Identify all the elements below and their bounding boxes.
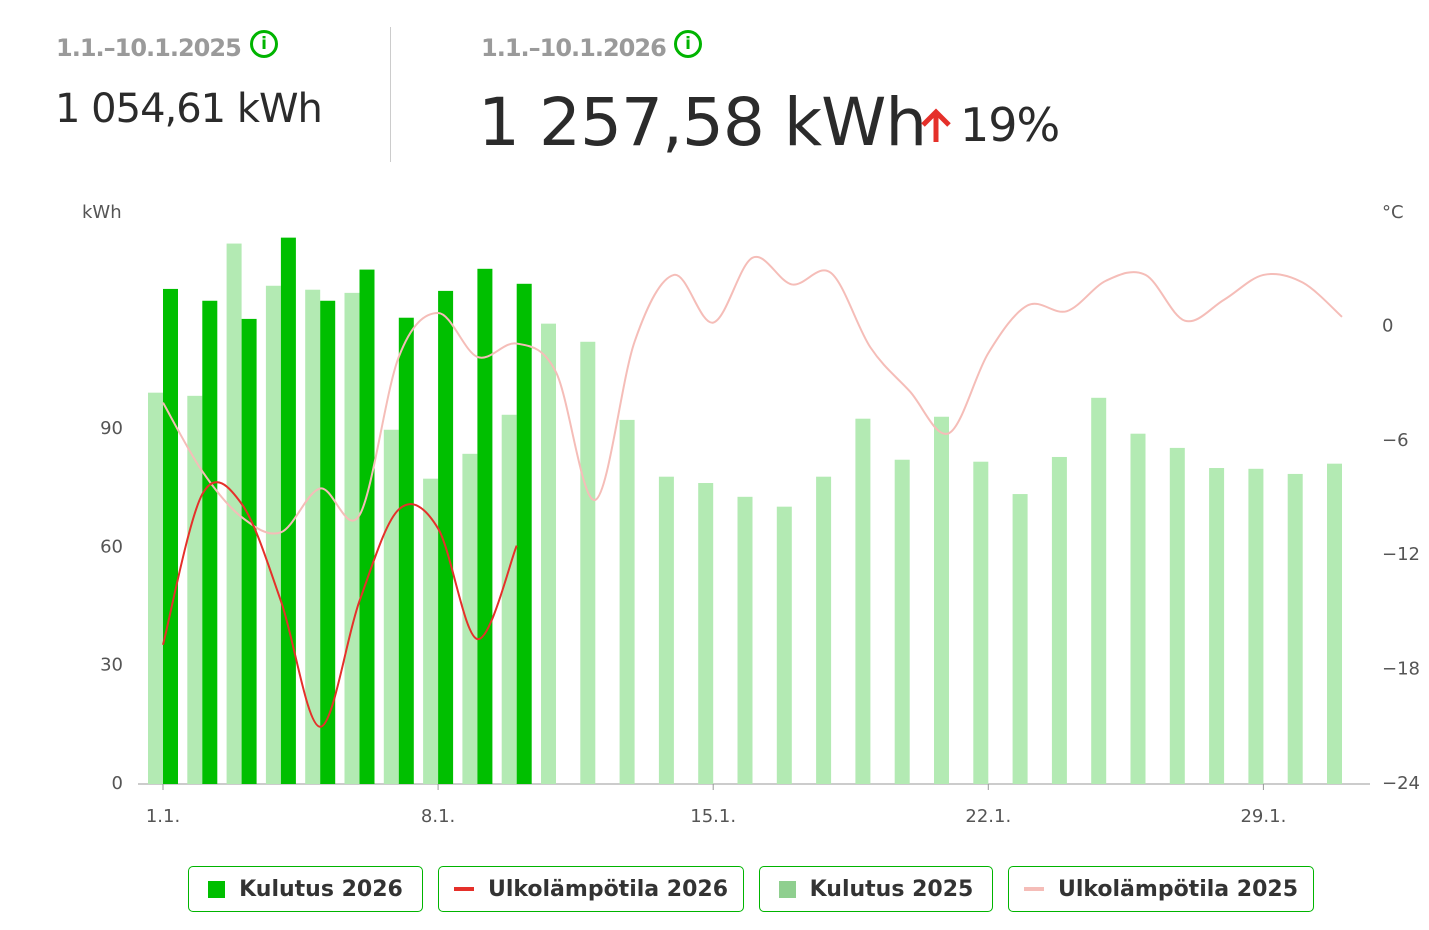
y-tick-label: 90	[100, 418, 123, 439]
bar	[501, 414, 517, 784]
bar	[187, 395, 203, 784]
legend-swatch	[208, 880, 226, 898]
bar	[1091, 397, 1107, 784]
bar	[1327, 463, 1342, 784]
bar	[398, 317, 414, 784]
legend-item[interactable]: Ulkolämpötila 2025	[1008, 866, 1314, 912]
bar	[619, 419, 635, 784]
bar	[305, 289, 321, 784]
bar	[202, 300, 218, 784]
bar	[816, 476, 832, 784]
period-current: 1.1.–10.1.2026	[481, 34, 667, 62]
total-previous: 1 054,61 kWh	[55, 86, 323, 132]
change-percent: 19%	[960, 98, 1060, 152]
bar	[280, 237, 296, 785]
y2-tick-label: −6	[1382, 430, 1409, 451]
bar	[1287, 473, 1303, 784]
bar	[383, 429, 399, 784]
x-tick-label: 29.1.	[1240, 806, 1286, 827]
bar	[658, 476, 674, 784]
legend-label: Ulkolämpötila 2025	[1057, 876, 1299, 902]
bar	[320, 300, 336, 784]
legend-label: Kulutus 2025	[809, 876, 974, 902]
bar	[462, 453, 478, 784]
total-current: 1 257,58 kWh	[478, 84, 927, 161]
bar	[1051, 456, 1067, 784]
x-tick-label: 8.1.	[421, 806, 455, 827]
bar	[516, 283, 532, 784]
line	[162, 481, 518, 728]
divider	[390, 27, 391, 162]
legend-label: Ulkolämpötila 2026	[487, 876, 729, 902]
bar	[973, 461, 989, 784]
x-tick-label: 22.1.	[965, 806, 1011, 827]
bar	[438, 290, 454, 784]
legend-item[interactable]: Ulkolämpötila 2026	[438, 866, 744, 912]
bar	[344, 292, 360, 784]
legend-swatch	[778, 880, 796, 898]
bar	[1248, 468, 1264, 784]
y2-axis-label: °C	[1382, 202, 1404, 223]
y-tick-label: 30	[100, 655, 123, 676]
bar	[359, 269, 375, 784]
y2-tick-label: −12	[1382, 544, 1420, 565]
bar	[855, 418, 871, 784]
bar	[1209, 468, 1225, 784]
bar	[934, 416, 949, 784]
y2-tick-label: −24	[1382, 773, 1420, 794]
legend-label: Kulutus 2026	[239, 876, 403, 902]
bar	[163, 288, 178, 784]
bar	[226, 243, 242, 785]
legend-swatch	[1023, 887, 1044, 891]
bar	[1012, 494, 1028, 784]
y-tick-label: 60	[100, 536, 123, 557]
x-tick-label: 1.1.	[146, 806, 180, 827]
period-previous: 1.1.–10.1.2025	[56, 34, 242, 62]
bar	[776, 506, 792, 784]
y2-tick-label: −18	[1382, 659, 1420, 680]
legend-swatch	[453, 887, 474, 891]
bar	[737, 496, 753, 784]
bar	[477, 268, 493, 784]
bar	[580, 341, 596, 784]
bar	[698, 483, 714, 784]
bar	[148, 392, 163, 784]
change-arrow	[921, 108, 951, 142]
chart: kWh °C 0 30 60 90 −24 −18 −12 −6 0 1.1. 8.1. 15.1. 2…	[82, 202, 1420, 827]
y-axis-label: kWh	[82, 202, 122, 223]
bar	[265, 285, 281, 784]
bar	[1169, 447, 1185, 784]
bar	[894, 459, 910, 784]
legend-item[interactable]: Kulutus 2026	[188, 866, 423, 912]
x-tick-label: 15.1.	[690, 806, 736, 827]
line	[162, 255, 1343, 535]
bar	[1130, 433, 1146, 784]
y2-tick-label: 0	[1382, 315, 1393, 336]
bar	[423, 478, 439, 784]
legend-item[interactable]: Kulutus 2025	[759, 866, 993, 912]
bar	[241, 318, 257, 784]
y-tick-label: 0	[112, 773, 123, 794]
info-icon[interactable]: i	[250, 30, 278, 58]
bar	[541, 323, 556, 784]
info-icon[interactable]: i	[674, 30, 702, 58]
